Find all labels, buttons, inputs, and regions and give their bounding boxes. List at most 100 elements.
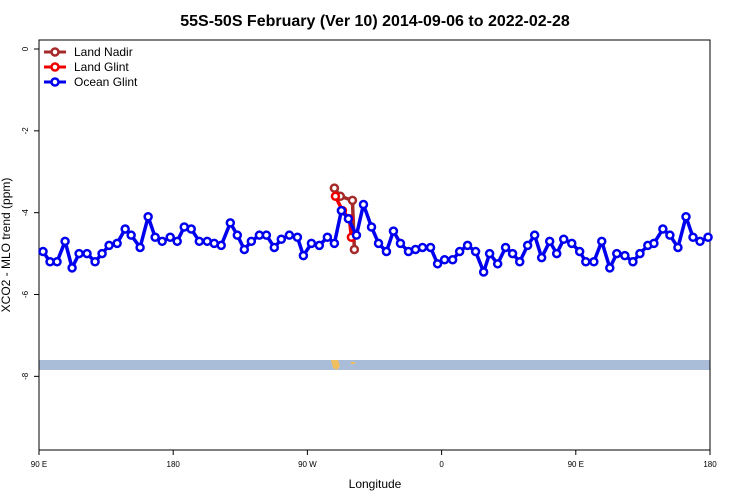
data-point (232, 230, 243, 240)
data-point (261, 230, 272, 240)
data-point (120, 224, 130, 234)
data-point (688, 232, 698, 242)
data-point (135, 242, 145, 253)
data-point (157, 236, 167, 247)
legend-marker (50, 77, 60, 87)
data-point (269, 242, 280, 253)
data-point (492, 259, 503, 269)
x-tick-label: 90 E (568, 460, 584, 469)
data-point (38, 246, 48, 257)
data-point (314, 240, 325, 251)
data-point (551, 248, 562, 259)
data-point (336, 205, 347, 216)
data-point (620, 250, 630, 261)
y-tick-label: -6 (21, 290, 30, 298)
data-point (284, 230, 295, 240)
data-point (500, 242, 511, 253)
data-point (216, 240, 226, 251)
data-point (649, 238, 659, 249)
data-point (681, 212, 691, 222)
data-point (544, 236, 555, 247)
data-point (567, 238, 577, 249)
x-tick-label: 180 (167, 460, 181, 469)
data-point (343, 214, 354, 224)
data-point (388, 226, 399, 236)
data-point (186, 224, 196, 234)
data-point (529, 230, 540, 240)
data-point (589, 257, 599, 267)
data-point (417, 242, 428, 253)
data-point (665, 230, 675, 240)
x-axis-label: Longitude (349, 477, 402, 491)
data-point (97, 248, 107, 259)
data-point (322, 232, 333, 242)
data-point (373, 238, 384, 249)
data-point (605, 263, 615, 273)
data-point (432, 259, 443, 269)
data-point (478, 267, 489, 277)
data-point (292, 232, 303, 242)
data-point (658, 224, 668, 234)
plot-frame (38, 39, 711, 451)
data-point (581, 257, 591, 267)
data-point (225, 218, 236, 228)
data-point (112, 238, 122, 249)
x-tick-label: 0 (439, 460, 444, 469)
data-point (246, 236, 257, 247)
data-point (351, 230, 362, 240)
data-point (143, 212, 153, 222)
data-point (52, 257, 62, 267)
data-point (150, 232, 160, 242)
data-point (425, 242, 436, 253)
data-point (306, 238, 317, 249)
data-point (395, 238, 406, 249)
data-point (165, 232, 175, 242)
x-tick-label: 90 E (31, 460, 47, 469)
data-point (635, 248, 645, 259)
data-point (194, 236, 205, 247)
map-strip (39, 360, 710, 370)
y-axis-label: XCO2 - MLO trend (ppm) (0, 178, 13, 313)
data-point (612, 248, 622, 259)
y-tick-label: -4 (21, 209, 30, 217)
data-point (329, 183, 340, 193)
data-point (439, 254, 450, 265)
data-point (358, 199, 369, 210)
data-point (522, 240, 533, 251)
data-point (239, 244, 250, 255)
data-point (276, 234, 287, 245)
data-point (82, 248, 92, 259)
data-point (596, 236, 607, 247)
data-point (74, 248, 84, 259)
legend-marker (50, 62, 60, 72)
legend-marker (50, 47, 60, 57)
y-tick-label: -8 (21, 372, 30, 380)
map-landmass (331, 360, 340, 370)
data-point (298, 250, 309, 261)
data-point (484, 248, 495, 259)
data-point (329, 238, 340, 249)
data-point (349, 244, 360, 255)
data-point (90, 257, 100, 267)
chart-title: 55S-50S February (Ver 10) 2014-09-06 to … (180, 13, 570, 30)
data-point (60, 236, 70, 247)
data-point (628, 257, 638, 267)
legend-label: Ocean Glint (74, 75, 138, 89)
data-point (67, 263, 77, 273)
data-point (536, 252, 547, 263)
map-landmass (351, 362, 355, 364)
y-tick-label: 0 (21, 46, 30, 51)
data-point (447, 254, 458, 265)
data-point (673, 242, 683, 253)
data-point (347, 195, 358, 206)
legend-label: Land Nadir (74, 45, 133, 59)
data-point (507, 248, 518, 259)
data-point (462, 240, 473, 251)
data-point (470, 246, 481, 257)
data-point (104, 240, 114, 251)
data-point (574, 246, 585, 257)
data-point (695, 236, 705, 247)
data-point (126, 230, 136, 240)
